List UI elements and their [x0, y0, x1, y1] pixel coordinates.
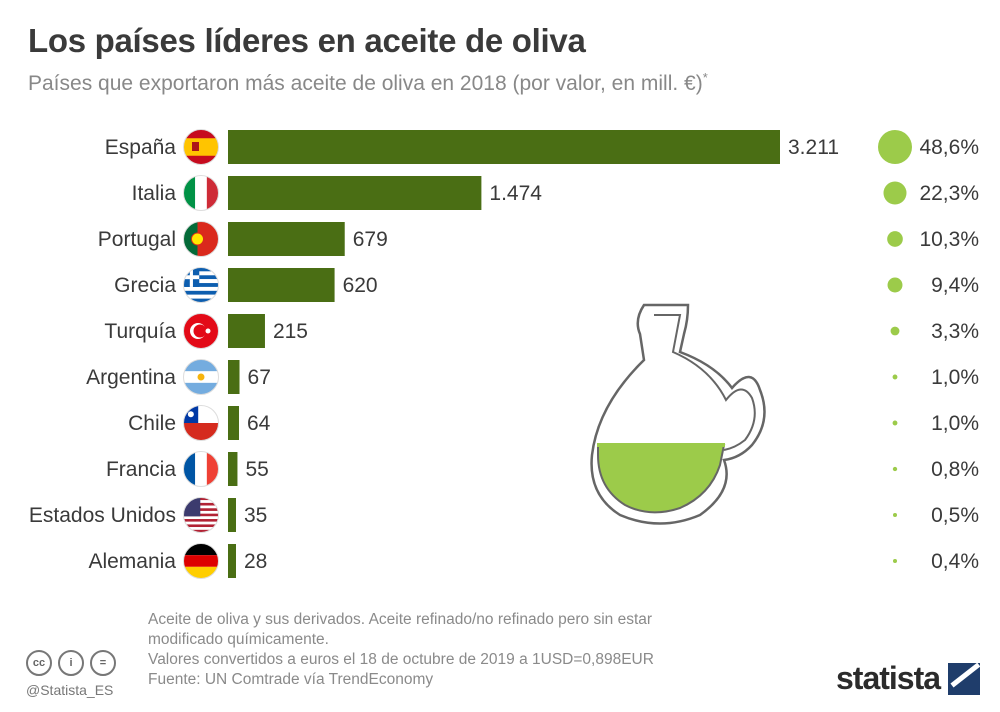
share-bubble [887, 231, 903, 247]
share-bubble [887, 277, 903, 293]
flag-spain-icon [183, 129, 219, 165]
value-label: 679 [353, 228, 388, 251]
footer-notes: Aceite de oliva y sus derivados. Aceite … [148, 610, 654, 690]
share-bubble [890, 326, 900, 336]
flag-france-icon [183, 451, 219, 487]
share-label: 1,0% [931, 412, 979, 435]
share-bubble [892, 374, 898, 380]
attribution-icon: i [58, 650, 84, 676]
bar-row: Alemania 28 0,4% [88, 543, 979, 579]
category-label: Argentina [86, 366, 176, 389]
share-label: 0,4% [931, 550, 979, 573]
bar [228, 406, 240, 440]
category-label: Francia [106, 458, 176, 481]
statista-logo[interactable]: statista [836, 660, 981, 697]
category-label: Italia [132, 182, 177, 205]
category-label: Alemania [88, 550, 176, 573]
statista-logo-icon [948, 662, 981, 695]
value-label: 215 [273, 320, 308, 343]
bar [228, 360, 240, 394]
value-label: 3.211 [788, 136, 839, 159]
bar-row: Italia 1.474 22,3% [132, 175, 979, 211]
value-label: 67 [248, 366, 271, 389]
value-label: 1.474 [489, 182, 542, 205]
share-bubble [892, 466, 898, 472]
flag-argentina-icon [183, 359, 219, 395]
share-bubble [883, 181, 907, 205]
bar [228, 314, 265, 348]
oil-jug-illustration [590, 303, 766, 525]
bar-row: Chile 64 1,0% [128, 405, 979, 441]
share-bubble [892, 420, 898, 426]
flag-germany-icon [183, 543, 219, 579]
jug-outline [590, 303, 766, 525]
chart-subtitle: Países que exportaron más aceite de oliv… [28, 70, 708, 96]
bar [228, 452, 238, 486]
flag-portugal-icon [183, 221, 219, 257]
share-label: 0,5% [931, 504, 979, 527]
bar [228, 268, 335, 302]
share-bubble [878, 130, 912, 164]
value-label: 55 [245, 458, 268, 481]
bar [228, 130, 780, 164]
share-label: 48,6% [919, 136, 979, 159]
bar [228, 176, 482, 210]
share-label: 0,8% [931, 458, 979, 481]
category-label: Chile [128, 412, 176, 435]
bar-row: España 3.211 48,6% [105, 129, 979, 165]
jug-oil [597, 444, 726, 514]
flag-usa-icon [183, 497, 219, 533]
bar-chart: España 3.211 48,6% Italia 1.474 22,3% Portugal… [29, 129, 979, 579]
source-line: Fuente: UN Comtrade vía TrendEconomy [148, 671, 434, 688]
category-label: Grecia [114, 274, 176, 297]
flag-turkey-icon [183, 313, 219, 349]
value-label: 64 [247, 412, 271, 435]
statista-handle[interactable]: @Statista_ES [26, 682, 114, 698]
bar [228, 498, 236, 532]
cc-icon: cc [26, 650, 52, 676]
category-label: Estados Unidos [29, 504, 176, 527]
note-line-3: Valores convertidos a euros el 18 de oct… [148, 651, 654, 668]
subtitle-footnote-mark: * [702, 70, 708, 85]
category-label: Portugal [98, 228, 176, 251]
license-icons[interactable]: cc i = [26, 650, 116, 676]
category-label: Turquía [104, 320, 176, 343]
bar [228, 222, 345, 256]
category-label: España [105, 136, 177, 159]
share-label: 22,3% [919, 182, 979, 205]
share-label: 1,0% [931, 366, 979, 389]
bar-row: Estados Unidos 35 0,5% [29, 497, 979, 533]
value-label: 28 [244, 550, 267, 573]
bar [228, 544, 236, 578]
value-label: 620 [343, 274, 378, 297]
flag-greece-icon [183, 267, 219, 303]
share-label: 10,3% [919, 228, 979, 251]
value-label: 35 [244, 504, 267, 527]
share-label: 3,3% [931, 320, 979, 343]
bar-row: Grecia 620 9,4% [114, 267, 979, 303]
flag-chile-icon [183, 405, 219, 441]
note-line-2: modificado químicamente. [148, 631, 329, 648]
note-line-1: Aceite de oliva y sus derivados. Aceite … [148, 611, 653, 628]
flag-italy-icon [183, 175, 219, 211]
subtitle-text: Países que exportaron más aceite de oliv… [28, 72, 703, 95]
share-bubble [893, 513, 897, 517]
no-derivatives-icon: = [90, 650, 116, 676]
bar-row: Argentina 67 1,0% [86, 359, 979, 395]
jug-inner-outline [654, 314, 756, 451]
chart-title: Los países líderes en aceite de oliva [28, 22, 586, 59]
bar-row: Portugal 679 10,3% [98, 221, 979, 257]
share-label: 9,4% [931, 274, 979, 297]
statista-wordmark: statista [836, 660, 941, 696]
bar-row: Francia 55 0,8% [106, 451, 979, 487]
bar-row: Turquía 215 3,3% [104, 313, 979, 349]
share-bubble [893, 559, 897, 563]
